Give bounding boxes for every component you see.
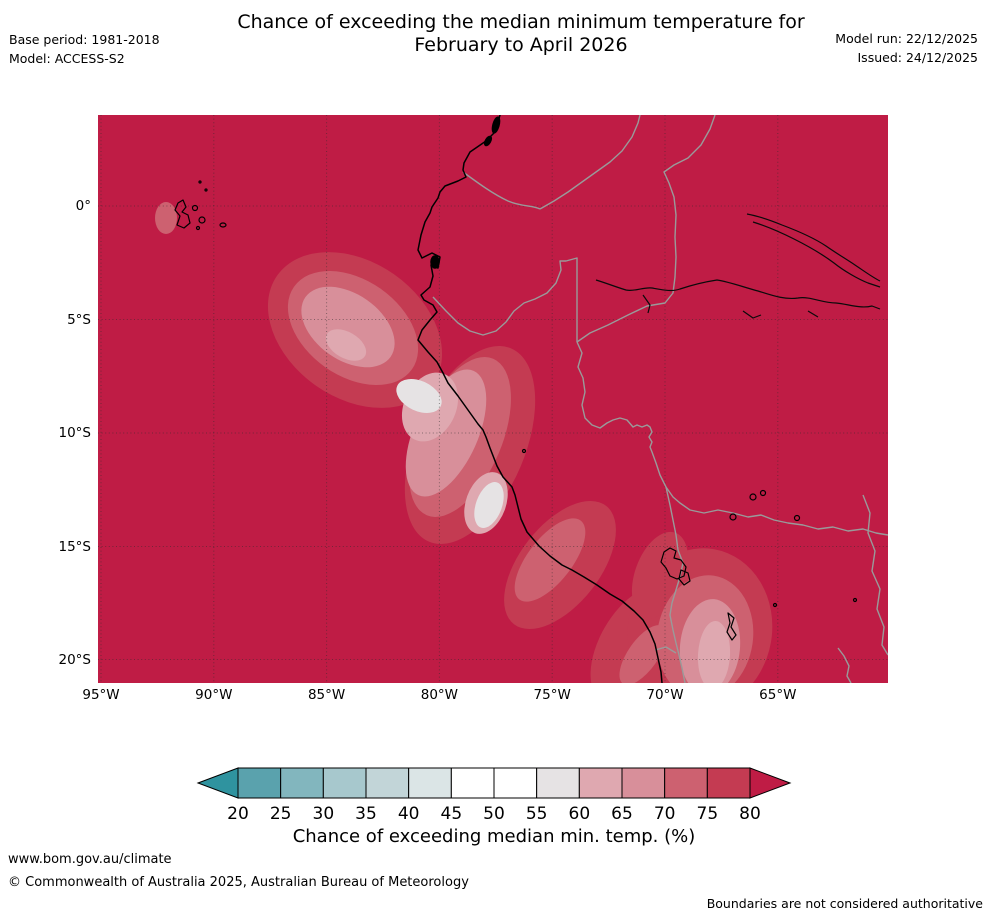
colorbar-tick-label: 65	[611, 804, 633, 824]
model-label: Model: ACCESS-S2	[9, 51, 125, 66]
colorbar-tick-label: 40	[398, 804, 420, 824]
colorbar-segment	[237, 767, 282, 799]
colorbar-tick-label: 70	[654, 804, 676, 824]
border-peru-chile	[654, 646, 677, 654]
border-colombia-brazil	[576, 115, 716, 343]
border-bolivia-brazil	[862, 494, 888, 656]
colorbar-segment	[450, 767, 495, 799]
border-peru-bolivia	[665, 486, 686, 683]
base-period-label: Base period: 1981-2018	[9, 32, 160, 47]
colorbar-tick-label: 25	[270, 804, 292, 824]
x-axis-tick-label: 85°W	[307, 687, 346, 703]
border-ecuador-peru	[432, 257, 578, 342]
y-axis-tick-label: 5°S	[67, 311, 91, 328]
model-run-label: Model run: 22/12/2025	[835, 31, 978, 46]
y-axis-tick-label: 15°S	[58, 538, 92, 555]
colorbar-segment	[664, 767, 708, 799]
colorbar-tick-label: 60	[569, 804, 591, 824]
colorbar-segment	[621, 767, 666, 799]
x-axis-tick-label: 70°W	[646, 687, 684, 703]
footer-copyright: © Commonwealth of Australia 2025, Austra…	[8, 875, 469, 890]
map-canvas	[98, 115, 888, 683]
colorbar-tick-label: 35	[355, 804, 377, 824]
x-axis-tick-label: 80°W	[420, 687, 459, 703]
y-axis-tick-label: 20°S	[58, 651, 92, 668]
colorbar: 20 25 30 35 40 45 50 55 60 65 70 75 80	[196, 767, 792, 824]
title-line-1: Chance of exceeding the median minimum t…	[237, 11, 805, 33]
colorbar-tick-label: 55	[526, 804, 548, 824]
lakes-and-islands	[174, 180, 858, 641]
country-borders	[432, 115, 888, 683]
colorbar-segment	[536, 767, 580, 799]
colorbar-tick-label: 45	[441, 804, 463, 824]
colorbar-segment	[408, 767, 452, 799]
title-line-2: February to April 2026	[414, 34, 628, 56]
page-title: Chance of exceeding the median minimum t…	[215, 11, 827, 57]
colorbar-tick-label: 20	[227, 804, 249, 824]
border-colombia-peru	[539, 115, 641, 210]
x-axis-tick-label: 75°W	[533, 687, 571, 703]
contour-band-65-70	[301, 286, 741, 683]
colorbar-segment	[322, 767, 367, 799]
colorbar-segment	[706, 767, 751, 799]
colorbar-tick-label: 75	[697, 804, 719, 824]
colorbar-tick-label: 50	[483, 804, 505, 824]
annotation-top-right: Model run: 22/12/2025 Issued: 24/12/2025	[835, 29, 978, 67]
colorbar-tick-label: 30	[313, 804, 335, 824]
amazon-rivers	[595, 213, 881, 319]
y-axis-tick-label: 10°S	[58, 425, 92, 441]
border-ecuador-colombia	[462, 171, 541, 210]
x-axis-tick-label: 90°W	[195, 687, 233, 703]
colorbar-arrow	[749, 767, 792, 799]
colorbar-segment	[280, 767, 324, 799]
boundaries-disclaimer: Boundaries are not considered authoritat…	[706, 896, 983, 911]
coastline	[417, 115, 663, 683]
border-chile-bolivia	[837, 647, 852, 683]
issued-label: Issued: 24/12/2025	[857, 50, 979, 65]
colorbar-caption: Chance of exceeding median min. temp. (%…	[292, 826, 696, 847]
galapagos-islands	[174, 199, 191, 229]
footer-url: www.bom.gov.au/climate	[8, 852, 172, 867]
colorbar-tick-label: 80	[739, 804, 761, 824]
lake-poopo	[726, 612, 737, 641]
annotation-top-left: Base period: 1981-2018 Model: ACCESS-S2	[9, 30, 160, 68]
contour-band-55-60	[396, 379, 504, 528]
border-peru-brazil	[576, 341, 888, 536]
x-axis-tick-label: 65°W	[759, 687, 797, 703]
colorbar-segment	[578, 767, 623, 799]
y-axis-tick-label: 0°	[75, 198, 91, 214]
galapagos-anomaly-blob	[155, 202, 177, 234]
colorbar-segment	[365, 767, 410, 799]
colorbar-segment	[493, 767, 538, 799]
x-axis-tick-label: 95°W	[82, 687, 120, 703]
colorbar-arrow	[196, 767, 239, 799]
